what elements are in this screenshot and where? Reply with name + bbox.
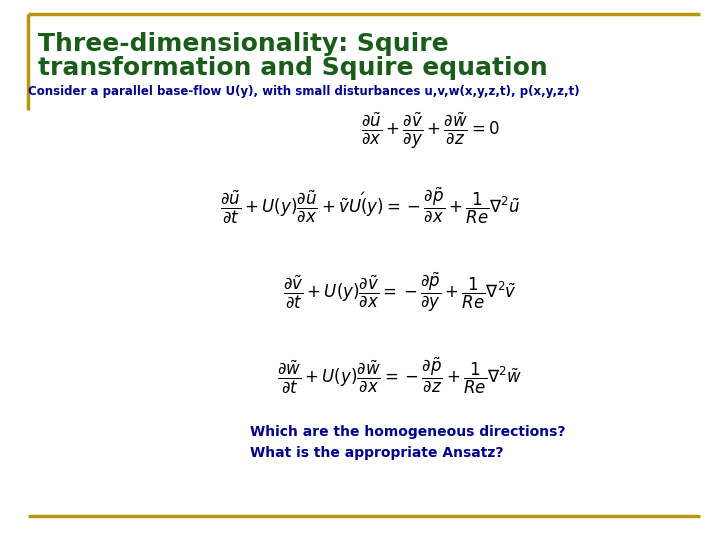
Text: Which are the homogeneous directions?
What is the appropriate Ansatz?: Which are the homogeneous directions? Wh…	[250, 425, 565, 460]
Text: $\dfrac{\partial \tilde{u}}{\partial t} + U(y)\dfrac{\partial \tilde{u}}{\partia: $\dfrac{\partial \tilde{u}}{\partial t} …	[220, 185, 520, 225]
Text: Consider a parallel base-flow U(y), with small disturbances u,v,w(x,y,z,t), p(x,: Consider a parallel base-flow U(y), with…	[28, 85, 580, 98]
Text: $\dfrac{\partial \tilde{u}}{\partial x} + \dfrac{\partial \tilde{v}}{\partial y}: $\dfrac{\partial \tilde{u}}{\partial x} …	[361, 110, 500, 151]
Text: $\dfrac{\partial \tilde{w}}{\partial t} + U(y)\dfrac{\partial \tilde{w}}{\partia: $\dfrac{\partial \tilde{w}}{\partial t} …	[277, 355, 523, 395]
Text: Three-dimensionality: Squire: Three-dimensionality: Squire	[38, 32, 449, 56]
Text: transformation and Squire equation: transformation and Squire equation	[38, 56, 548, 80]
Text: $\dfrac{\partial \tilde{v}}{\partial t} + U(y)\dfrac{\partial \tilde{v}}{\partia: $\dfrac{\partial \tilde{v}}{\partial t} …	[283, 270, 517, 314]
